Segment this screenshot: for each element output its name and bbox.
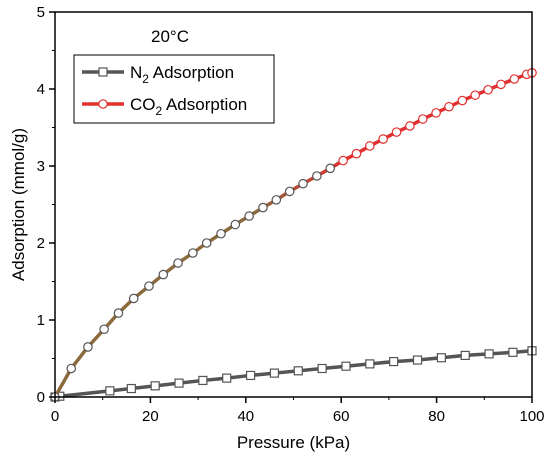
legend-label: N2 Adsorption bbox=[130, 63, 234, 86]
data-point bbox=[113, 308, 124, 318]
legend-item-co2: CO2 Adsorption bbox=[82, 95, 247, 118]
x-axis-label: Pressure (kPa) bbox=[237, 433, 350, 452]
x-tick-label: 80 bbox=[428, 408, 445, 425]
x-tick-label: 40 bbox=[237, 408, 254, 425]
data-point bbox=[230, 219, 241, 230]
legend-marker bbox=[98, 99, 108, 109]
data-point bbox=[389, 356, 399, 367]
data-point bbox=[269, 368, 280, 378]
data-point bbox=[457, 95, 468, 106]
legend-box bbox=[73, 54, 275, 124]
data-point bbox=[351, 148, 362, 159]
data-point bbox=[509, 74, 520, 84]
x-tick-label: 0 bbox=[51, 408, 59, 425]
data-point bbox=[126, 383, 136, 394]
data-point bbox=[198, 375, 208, 386]
y-axis-label: Adsorption (mmol/g) bbox=[9, 128, 28, 281]
data-point bbox=[436, 353, 446, 363]
data-point bbox=[496, 79, 506, 90]
data-point bbox=[470, 90, 481, 100]
series-n2 bbox=[50, 346, 537, 402]
temperature-annotation: 20°C bbox=[151, 27, 189, 46]
y-tick-label: 1 bbox=[37, 312, 45, 329]
data-point bbox=[391, 127, 402, 137]
data-point bbox=[298, 178, 308, 189]
data-point bbox=[317, 363, 327, 374]
data-point bbox=[312, 171, 322, 181]
data-point bbox=[188, 248, 198, 258]
ticks-layer: 0 20 40 60 80 100 0 1 2 3 4 5 bbox=[37, 4, 545, 425]
data-point bbox=[293, 366, 303, 376]
data-point bbox=[158, 269, 169, 280]
data-point bbox=[483, 84, 493, 95]
data-point bbox=[173, 258, 183, 268]
data-point bbox=[378, 134, 388, 144]
legend-item-n2: N2 Adsorption bbox=[82, 63, 234, 86]
legend-label-base: N bbox=[130, 63, 142, 82]
data-point bbox=[105, 386, 115, 396]
y-tick-label: 3 bbox=[37, 158, 45, 175]
y-tick-label: 4 bbox=[37, 81, 45, 98]
legend-label-rest: Adsorption bbox=[162, 95, 247, 114]
y-tick-label: 0 bbox=[37, 389, 45, 406]
legend-marker bbox=[98, 67, 108, 77]
data-point bbox=[338, 155, 348, 166]
x-tick-label: 100 bbox=[519, 408, 544, 425]
y-tick-label: 5 bbox=[37, 4, 45, 21]
legend-label-subscript: 2 bbox=[142, 72, 149, 86]
data-point bbox=[325, 163, 336, 174]
data-point bbox=[271, 195, 282, 205]
x-tick-label: 20 bbox=[142, 408, 159, 425]
data-point bbox=[144, 281, 154, 291]
data-point bbox=[341, 361, 351, 371]
data-point bbox=[284, 186, 295, 197]
legend-label-subscript: 2 bbox=[156, 104, 163, 118]
data-point bbox=[508, 347, 518, 357]
data-point bbox=[365, 359, 375, 369]
data-point bbox=[174, 378, 184, 388]
data-point bbox=[484, 349, 494, 359]
legend-label-rest: Adsorption bbox=[149, 63, 234, 82]
data-point bbox=[128, 293, 139, 304]
data-point bbox=[150, 381, 160, 391]
data-point bbox=[201, 238, 212, 248]
data-point bbox=[444, 101, 454, 112]
data-point bbox=[99, 324, 109, 335]
data-point bbox=[460, 350, 470, 361]
data-point bbox=[417, 114, 428, 124]
data-point bbox=[365, 141, 375, 151]
data-point bbox=[222, 373, 232, 383]
x-tick-label: 60 bbox=[333, 408, 350, 425]
series-line bbox=[54, 349, 533, 399]
legend-label-base: CO bbox=[130, 95, 156, 114]
data-point bbox=[244, 211, 254, 221]
y-tick-label: 2 bbox=[37, 235, 45, 252]
data-point bbox=[66, 363, 77, 374]
series-co2 bbox=[50, 68, 537, 402]
data-point bbox=[405, 121, 415, 131]
data-point bbox=[216, 228, 226, 239]
legend-label: CO2 Adsorption bbox=[130, 95, 247, 118]
data-point bbox=[258, 202, 268, 213]
data-point bbox=[412, 355, 423, 365]
data-point bbox=[245, 370, 256, 381]
data-point bbox=[83, 342, 93, 352]
data-point bbox=[431, 108, 441, 118]
series-layer bbox=[50, 68, 537, 402]
